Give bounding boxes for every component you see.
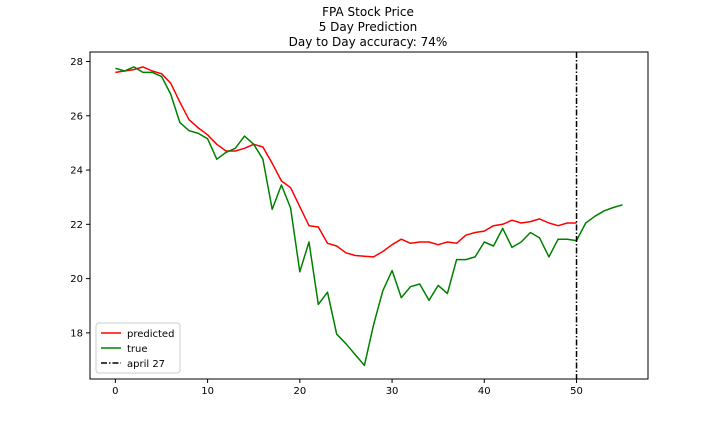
x-tick-label: 0 [112,386,118,397]
x-tick-label: 50 [570,386,583,397]
legend-label-true: true [127,344,148,355]
chart-title: FPA Stock Price 5 Day Prediction Day to … [289,5,448,49]
legend-label-vline: april 27 [127,359,165,370]
series-line-true [115,66,623,367]
y-tick-label: 18 [70,328,83,339]
title-line-1: FPA Stock Price [322,5,414,19]
series-line-predicted [115,66,577,258]
y-tick-label: 24 [70,166,83,177]
x-tick-label: 10 [201,386,214,397]
legend-box [95,322,181,374]
title-line-3: Day to Day accuracy: 74% [289,35,448,49]
plot-area [115,52,623,379]
x-tick-label: 30 [386,386,399,397]
x-tick-label: 40 [478,386,491,397]
axis-ticks: 0 10 20 30 40 50 18 20 22 24 26 28 [70,57,583,397]
y-tick-label: 20 [70,274,83,285]
x-tick-label: 20 [293,386,306,397]
y-tick-label: 28 [70,57,83,68]
y-tick-label: 26 [70,111,83,122]
plot-frame [89,51,649,380]
y-tick-label: 22 [70,220,83,231]
legend: predicted true april 27 [95,322,181,374]
title-line-2: 5 Day Prediction [319,20,418,34]
legend-label-predicted: predicted [127,329,174,340]
